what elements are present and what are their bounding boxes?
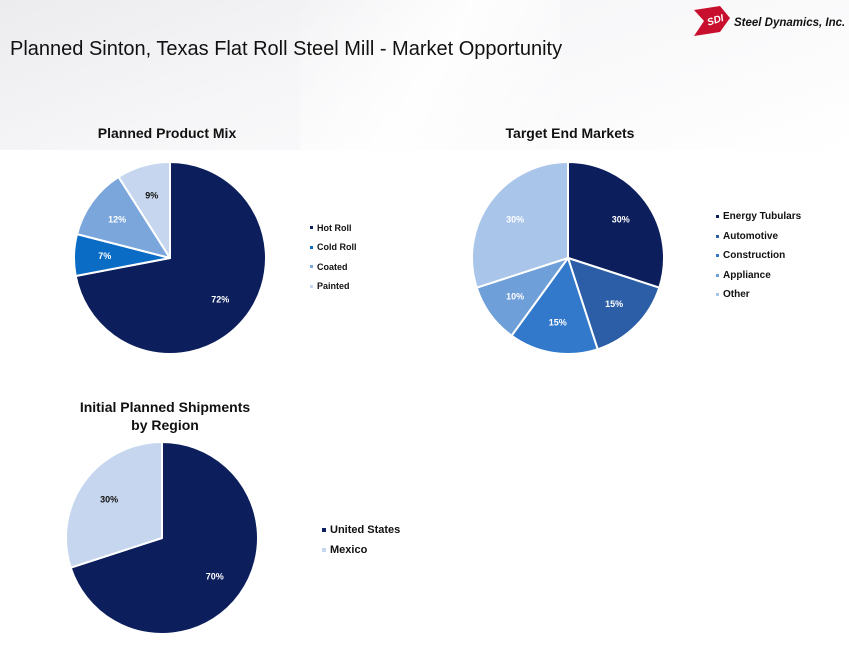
- pie-slice-other: [471, 161, 569, 289]
- pie-chart-end-markets: 30% 15% 15% 10% 30%: [471, 161, 665, 355]
- pie-label-united-states: 70%: [206, 571, 224, 581]
- legend-item-other: Other: [716, 285, 801, 305]
- legend-label-cold-roll: Cold Roll: [317, 242, 357, 253]
- legend-label-mexico: Mexico: [330, 544, 368, 556]
- pie-label-cold-roll: 7%: [98, 251, 111, 261]
- company-logo: SDI Steel Dynamics, Inc.: [694, 6, 844, 36]
- pie-slice-construction: [510, 257, 599, 355]
- chart-title-line-2: by Region: [131, 417, 199, 433]
- legend-shipments-by-region: United States Mexico: [322, 520, 400, 560]
- legend-item-cold-roll: Cold Roll: [310, 238, 357, 258]
- pie-slice-mexico: [65, 441, 163, 569]
- page-title: Planned Sinton, Texas Flat Roll Steel Mi…: [10, 38, 563, 60]
- legend-label-painted: Painted: [317, 281, 350, 292]
- chart-title-product-mix: Planned Product Mix: [97, 125, 237, 141]
- legend-product-mix: Hot Roll Cold Roll Coated Painted: [310, 218, 357, 296]
- pie-label-automotive: 15%: [605, 299, 623, 309]
- legend-swatch-united-states: [322, 528, 326, 532]
- legend-label-other: Other: [723, 289, 750, 301]
- legend-swatch-automotive: [716, 234, 719, 238]
- pie-chart-shipments-by-region: 70% 30%: [65, 441, 259, 635]
- pie-slice-united-states: [69, 441, 259, 635]
- legend-swatch-appliance: [716, 273, 719, 277]
- chart-title-shipments-by-region: Initial Planned Shipments by Region: [60, 398, 270, 434]
- legend-item-appliance: Appliance: [716, 266, 801, 286]
- legend-item-energy-tubulars: Energy Tubulars: [716, 207, 801, 227]
- legend-swatch-other: [716, 293, 719, 297]
- legend-item-automotive: Automotive: [716, 227, 801, 247]
- pie-chart-product-mix: 72% 7% 12% 9%: [73, 161, 267, 355]
- legend-end-markets: Energy Tubulars Automotive Construction App…: [716, 207, 801, 305]
- pie-label-appliance: 10%: [506, 291, 524, 301]
- legend-item-coated: Coated: [310, 257, 357, 277]
- logo-red-chevron: [694, 6, 730, 36]
- legend-label-appliance: Appliance: [723, 269, 771, 281]
- chart-title-line-1: Initial Planned Shipments: [79, 399, 251, 415]
- pie-label-construction: 15%: [549, 317, 567, 327]
- legend-label-construction: Construction: [723, 250, 786, 262]
- legend-label-automotive: Automotive: [723, 230, 778, 242]
- pie-label-coated: 12%: [108, 215, 126, 225]
- pie-slice-coated: [76, 175, 171, 259]
- pie-label-hot-roll: 72%: [211, 295, 229, 305]
- legend-swatch-painted: [310, 284, 313, 288]
- legend-swatch-hot-roll: [310, 226, 313, 230]
- pie-label-energy-tubulars: 30%: [612, 215, 630, 225]
- legend-item-mexico: Mexico: [322, 540, 400, 560]
- legend-swatch-cold-roll: [310, 245, 313, 249]
- legend-label-hot-roll: Hot Roll: [317, 222, 352, 233]
- legend-swatch-energy-tubulars: [716, 215, 719, 219]
- logo-text: Steel Dynamics, Inc.: [734, 17, 844, 29]
- pie-label-mexico: 30%: [100, 495, 118, 505]
- chart-title-end-markets: Target End Markets: [505, 125, 635, 141]
- pie-slice-energy-tubulars: [567, 161, 665, 289]
- legend-swatch-mexico: [322, 548, 326, 552]
- legend-swatch-coated: [310, 265, 313, 269]
- legend-item-united-states: United States: [322, 520, 400, 540]
- legend-label-coated: Coated: [317, 261, 348, 272]
- pie-label-other: 30%: [506, 215, 524, 225]
- header-background-stripe: [300, 0, 560, 150]
- legend-swatch-construction: [716, 254, 719, 258]
- pie-label-painted: 9%: [145, 190, 158, 200]
- legend-item-painted: Painted: [310, 277, 357, 297]
- legend-label-energy-tubulars: Energy Tubulars: [723, 211, 802, 223]
- legend-label-united-states: United States: [330, 524, 401, 536]
- legend-item-hot-roll: Hot Roll: [310, 218, 357, 238]
- legend-item-construction: Construction: [716, 246, 801, 266]
- logo-mark: SDI: [706, 13, 725, 29]
- pie-slice-painted: [117, 161, 171, 259]
